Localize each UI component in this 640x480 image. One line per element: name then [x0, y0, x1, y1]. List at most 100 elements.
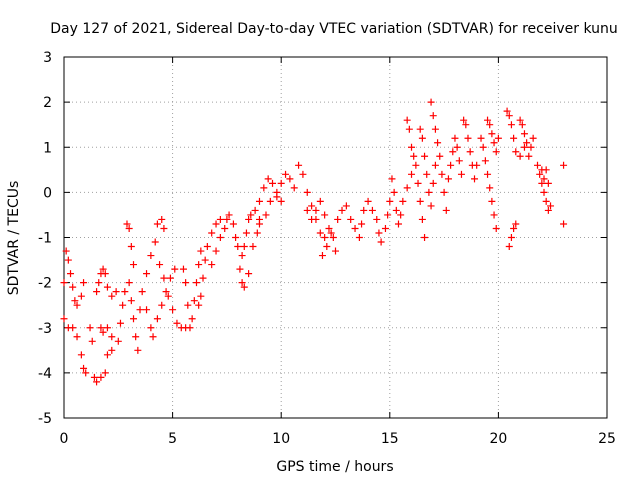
data-point — [464, 134, 472, 142]
data-point — [351, 224, 359, 232]
data-point — [488, 197, 496, 205]
data-point — [473, 161, 481, 169]
data-point — [216, 215, 224, 223]
data-point — [308, 202, 316, 210]
data-point — [242, 229, 250, 237]
data-point — [471, 175, 479, 183]
data-point — [516, 152, 524, 160]
data-point — [245, 270, 253, 278]
data-point — [264, 175, 272, 183]
data-point — [147, 252, 155, 260]
data-point — [156, 261, 164, 269]
data-point — [149, 333, 157, 341]
data-point — [399, 197, 407, 205]
data-point — [520, 143, 528, 151]
data-point — [529, 134, 537, 142]
x-axis-ticks: 0 5 10 15 20 25 — [60, 57, 616, 447]
data-point — [442, 206, 450, 214]
data-point — [373, 215, 381, 223]
data-point — [436, 152, 444, 160]
data-point — [119, 301, 127, 309]
data-point — [431, 125, 439, 133]
data-point — [93, 288, 101, 296]
data-point — [216, 234, 224, 241]
data-point — [99, 328, 107, 336]
data-point — [212, 247, 220, 255]
data-point — [327, 229, 335, 237]
data-point — [492, 224, 500, 232]
data-point — [121, 288, 129, 296]
data-point — [73, 333, 81, 341]
data-point — [547, 202, 555, 210]
data-point — [188, 315, 196, 323]
data-point — [114, 337, 122, 345]
data-point — [195, 301, 203, 309]
data-point — [455, 157, 463, 165]
data-point — [418, 215, 426, 223]
data-point — [201, 256, 209, 264]
data-point — [453, 143, 461, 151]
data-point — [255, 197, 263, 205]
data-point — [390, 188, 398, 196]
data-point — [386, 197, 394, 205]
y-axis-label: SDTVAR / TECUs — [6, 181, 22, 296]
y-tick-label: -3 — [38, 321, 52, 337]
data-point — [82, 369, 90, 377]
data-point — [388, 175, 396, 183]
data-point — [108, 333, 116, 341]
data-point — [171, 265, 179, 273]
data-point — [277, 197, 285, 205]
data-point — [238, 252, 246, 260]
data-point — [197, 247, 205, 255]
data-point — [490, 139, 498, 147]
data-point — [490, 211, 498, 219]
data-point — [247, 211, 255, 219]
data-point — [62, 247, 70, 255]
data-point — [208, 261, 216, 269]
data-point — [195, 261, 203, 269]
data-point — [143, 270, 151, 278]
data-point — [323, 243, 331, 251]
data-point — [147, 324, 155, 332]
data-point — [444, 175, 452, 183]
y-tick-label: 1 — [43, 140, 52, 156]
data-point — [151, 238, 159, 246]
data-point — [64, 256, 72, 264]
data-point — [447, 161, 455, 169]
data-point — [232, 234, 240, 241]
data-point — [318, 252, 326, 260]
data-point — [262, 211, 270, 219]
data-point — [295, 161, 303, 169]
data-point — [186, 324, 194, 332]
data-point — [481, 157, 489, 165]
data-point — [266, 197, 274, 205]
data-point — [253, 229, 261, 237]
data-point — [394, 220, 402, 228]
data-point — [240, 243, 248, 251]
x-tick-label: 0 — [60, 431, 69, 447]
data-point — [416, 197, 424, 205]
data-point — [429, 179, 437, 187]
data-point — [364, 197, 372, 205]
data-point — [338, 206, 346, 214]
y-axis-ticks: -5 -4 -3 -2 -1 0 1 2 3 — [38, 50, 607, 427]
data-point — [249, 243, 257, 251]
data-point — [377, 238, 385, 246]
data-point — [321, 234, 329, 241]
data-point — [507, 121, 515, 129]
data-point — [303, 188, 311, 196]
data-point — [503, 107, 511, 115]
data-point — [136, 306, 144, 314]
y-tick-label: -1 — [38, 231, 52, 247]
y-tick-label: -5 — [38, 411, 52, 427]
data-point — [251, 206, 259, 214]
data-point — [116, 319, 124, 327]
data-point — [290, 184, 298, 192]
y-tick-label: 2 — [43, 95, 52, 111]
data-point — [355, 234, 363, 241]
data-point — [182, 279, 190, 287]
data-point — [166, 274, 174, 282]
x-tick-label: 25 — [598, 431, 616, 447]
data-point — [299, 170, 307, 178]
